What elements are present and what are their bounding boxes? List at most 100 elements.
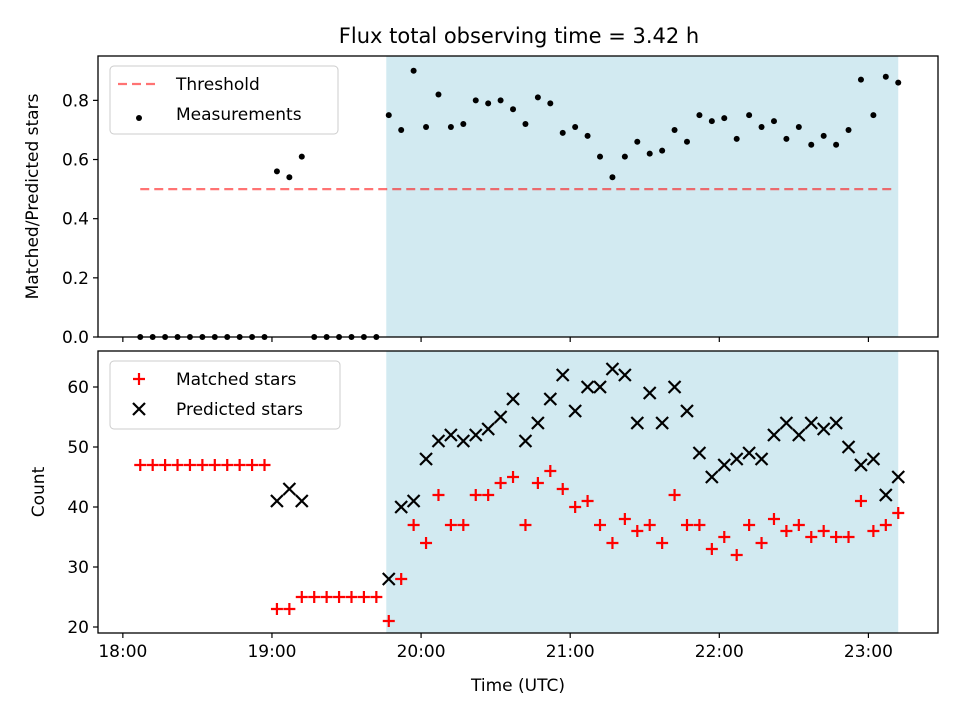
data-point [559,129,566,136]
data-point [680,404,694,418]
data-point [742,446,756,460]
data-point [770,118,777,125]
y-tick-label: 50 [67,438,89,458]
data-point [594,519,607,531]
y-tick-label: 40 [67,498,89,518]
data-point [406,494,421,508]
legend: Matched stars Predicted stars [109,360,341,430]
data-point [830,531,843,543]
data-point [258,459,271,471]
data-point [482,489,495,501]
data-point [407,519,420,531]
data-point [705,543,718,555]
x-axis-ticks: 18:00 19:00 20:00 21:00 22:00 23:00 [98,633,893,662]
data-point [892,507,905,519]
data-point [758,123,765,130]
data-point [246,459,259,471]
data-point [457,519,470,531]
data-point [472,97,479,104]
y-axis-label: Matched/Predicted stars [23,93,43,299]
data-point [659,147,666,154]
x-tick-label: 21:00 [546,642,595,662]
data-point [718,531,731,543]
data-point [683,138,690,145]
y-tick-label: 0.4 [62,210,89,230]
data-point [295,494,309,508]
data-point [705,470,719,484]
data-point [481,422,495,436]
data-point [468,428,483,442]
data-point [556,483,569,495]
data-point [531,416,545,430]
data-point [584,132,591,139]
y-axis-ticks: 20 30 40 50 60 [67,378,98,638]
data-point [817,525,830,537]
data-point [631,525,644,537]
data-point [333,591,346,603]
data-point [469,489,482,501]
data-point [345,591,358,603]
data-point [432,489,445,501]
data-point [891,470,906,484]
observing-window-shade [386,351,899,633]
data-point [680,519,693,531]
data-point [298,153,305,160]
data-point [134,459,147,471]
data-point [845,126,852,133]
x-axis-label: Time (UTC) [470,676,565,696]
data-point [667,380,682,394]
data-point [410,67,417,74]
data-point [183,459,196,471]
data-point [618,513,631,525]
data-point [494,477,507,489]
data-point [606,537,619,549]
data-point [572,123,579,130]
legend-label: Predicted stars [176,400,303,420]
data-point [721,115,728,122]
data-point [581,495,594,507]
data-point [456,434,471,448]
data-point [671,126,678,133]
data-point [643,519,656,531]
data-point [485,100,492,107]
data-point [867,525,880,537]
data-point [270,494,284,508]
data-point [833,141,840,148]
data-point [820,132,827,139]
y-tick-label: 30 [67,558,89,578]
series-matched-stars [134,459,905,627]
data-point [882,73,889,80]
data-point [534,94,541,101]
data-point [755,537,768,549]
data-point [668,489,681,501]
data-point [357,591,370,603]
data-point [435,91,442,98]
data-point [507,471,520,483]
data-point [497,97,504,104]
data-point [444,428,458,442]
data-point [792,519,805,531]
data-point [754,452,769,466]
data-point [531,477,544,489]
observing-window-shade [386,56,899,337]
data-point [630,416,645,430]
data-point [460,121,467,128]
series-predicted-stars [270,362,906,586]
data-point [431,434,446,448]
data-point [609,174,616,181]
series-measurements [137,67,902,340]
x-tick-label: 20:00 [397,642,446,662]
y-tick-label: 0.2 [62,269,89,289]
data-point [568,404,582,418]
data-point [646,150,653,157]
data-point [857,76,864,83]
data-point [841,440,856,454]
data-point [444,519,457,531]
data-point [733,135,740,142]
data-point [655,416,669,430]
x-tick-label: 19:00 [247,642,296,662]
data-point [729,452,744,466]
data-point [208,459,221,471]
data-point [854,495,867,507]
